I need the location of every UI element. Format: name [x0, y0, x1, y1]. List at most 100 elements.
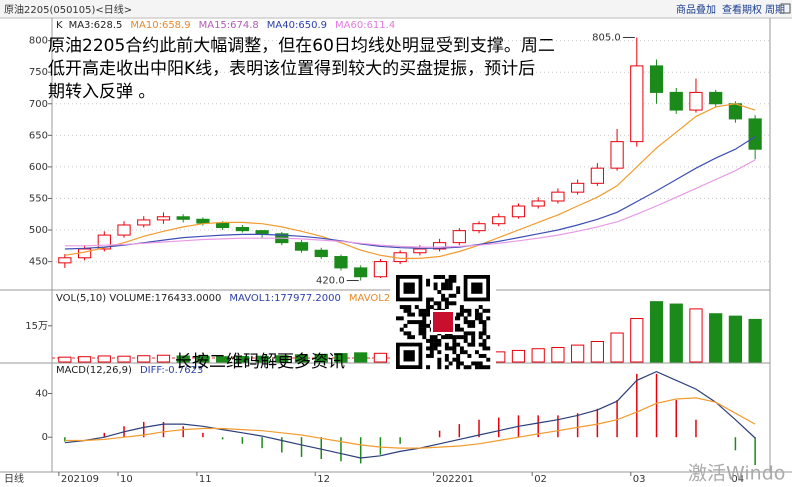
volume-bar	[196, 355, 210, 363]
qr-module	[448, 278, 453, 283]
qr-module	[422, 323, 427, 328]
qr-finder	[403, 350, 415, 362]
qr-module	[456, 365, 461, 370]
volume-bar	[334, 353, 348, 363]
qr-module	[478, 335, 483, 340]
qr-module	[411, 320, 415, 325]
qr-module	[478, 305, 483, 310]
candle-body	[294, 242, 309, 251]
qr-module	[456, 342, 461, 347]
candle-body	[235, 226, 249, 232]
candle-body	[452, 230, 466, 244]
qr-module	[456, 327, 461, 332]
qr-module	[463, 335, 468, 340]
qr-module	[452, 338, 457, 343]
qr-module	[429, 297, 434, 302]
qr-module	[426, 365, 431, 370]
extreme-label: 420.0	[316, 276, 345, 287]
qr-module	[437, 290, 442, 294]
qr-module	[459, 312, 464, 317]
qr-module	[478, 342, 483, 347]
qr-module	[441, 293, 446, 298]
candle-body	[531, 200, 545, 207]
qr-module	[429, 305, 434, 310]
indicator-label: MA10:658.9	[130, 20, 190, 31]
volume-bar	[216, 356, 230, 363]
candle-body	[472, 223, 486, 232]
volume-bar	[630, 318, 644, 363]
qr-module	[482, 365, 487, 370]
y-tick-label: 40	[35, 389, 48, 400]
candle-body	[137, 219, 151, 226]
qr-module	[437, 350, 442, 355]
qr-module	[418, 331, 423, 336]
qr-module	[433, 338, 438, 343]
qr-module	[411, 312, 415, 317]
qr-module	[444, 278, 449, 283]
qr-module	[456, 323, 461, 328]
qr-module	[407, 312, 412, 317]
indicator-label: MAVOL1:177977.2000	[229, 293, 340, 304]
qr-module	[478, 316, 483, 321]
qr-module	[459, 335, 464, 340]
candle-body	[373, 261, 388, 278]
indicator-label: DIFF:-0.7623	[140, 365, 203, 376]
qr-module	[478, 320, 483, 325]
qr-module	[467, 365, 472, 370]
qr-code[interactable]	[396, 275, 491, 370]
candle-body	[689, 91, 703, 111]
qr-module	[407, 308, 412, 313]
y-tick-label: 500	[29, 225, 48, 236]
candle-body	[413, 248, 427, 254]
y-tick-label: 0	[42, 432, 48, 443]
qr-module	[474, 316, 479, 321]
y-tick-label: 800	[29, 36, 48, 47]
y-tick-label: 750	[29, 67, 48, 78]
qr-module	[407, 335, 412, 340]
qr-module	[463, 338, 468, 343]
qr-module	[448, 275, 453, 279]
candle-body	[156, 216, 171, 221]
indicator-line	[64, 370, 756, 459]
qr-module	[448, 335, 453, 340]
candle-body	[492, 216, 506, 225]
qr-module	[467, 342, 472, 347]
qr-module	[471, 331, 476, 336]
qr-module	[433, 301, 438, 306]
volume-bar	[590, 340, 604, 363]
tab[interactable]: 商品叠加	[676, 3, 716, 16]
candle-body	[649, 65, 664, 93]
qr-module	[437, 301, 442, 306]
qr-module	[467, 331, 472, 336]
qr-module	[429, 338, 434, 343]
candle-body	[354, 267, 368, 278]
qr-module	[444, 297, 449, 302]
tab[interactable]: 周期	[765, 4, 785, 16]
qr-module	[482, 308, 487, 313]
qr-module	[407, 331, 412, 336]
indicator-label: MA3:628.5	[69, 20, 123, 31]
qr-module	[444, 305, 449, 310]
candle-body	[709, 91, 723, 105]
qr-module	[471, 361, 476, 366]
indicator-line	[64, 159, 756, 248]
qr-module	[441, 297, 446, 302]
x-axis-label: 日线	[4, 472, 24, 485]
qr-module	[448, 282, 453, 287]
window-icon[interactable]	[780, 3, 791, 14]
qr-module	[426, 338, 431, 343]
qr-module	[486, 308, 491, 313]
annotation-line: 原油2205合约此前大幅调整，但在60日均线处明显受到支撑。周二	[48, 36, 555, 56]
tab[interactable]: 查看期权	[722, 3, 762, 16]
qr-module	[467, 308, 472, 313]
qr-module	[418, 308, 423, 313]
x-tick-label: 202201	[436, 474, 474, 485]
volume-bar	[314, 353, 328, 363]
qr-module	[433, 282, 438, 287]
qr-module	[418, 312, 423, 317]
qr-module	[452, 275, 457, 279]
qr-module	[444, 353, 449, 358]
qr-module	[433, 275, 438, 279]
qr-module	[478, 353, 483, 358]
qr-module	[426, 308, 431, 313]
